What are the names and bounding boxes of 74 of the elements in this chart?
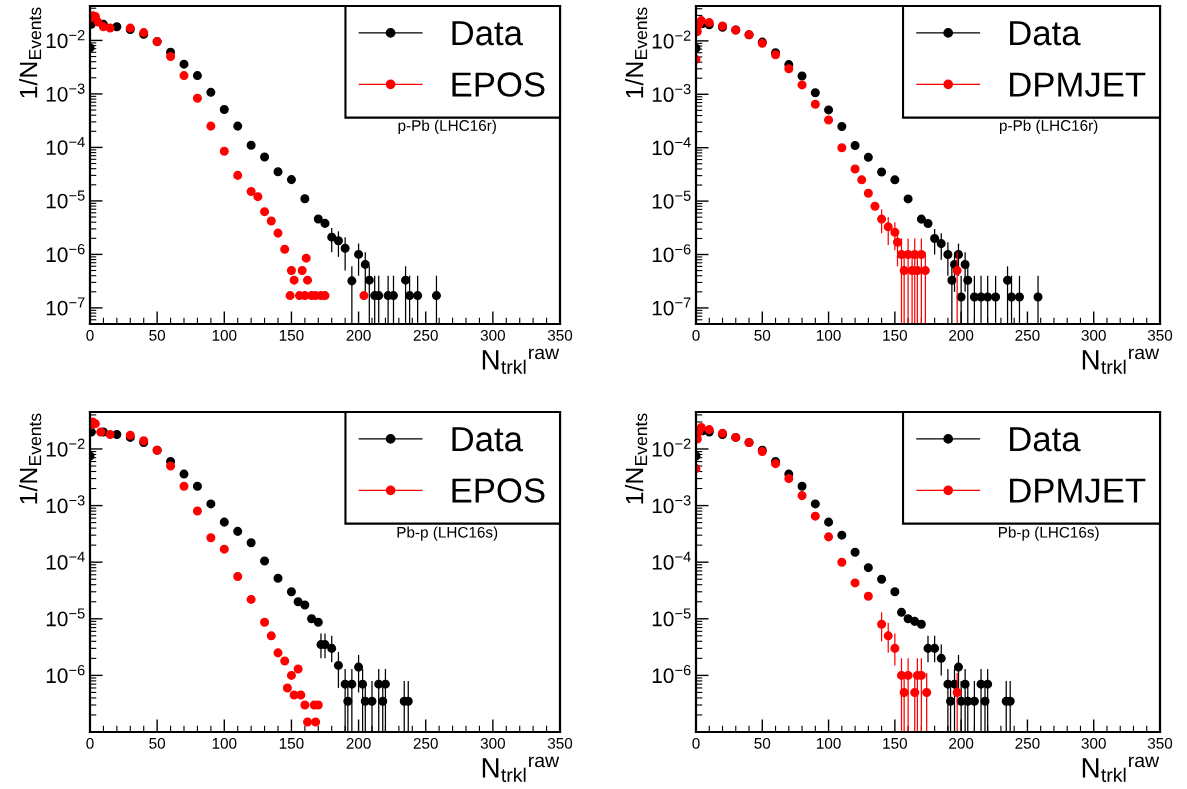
y-tick-label: 10$^{−3}$ — [46, 83, 85, 102]
x-tick-label: 250 — [413, 329, 438, 341]
y-axis-title: 1/N$_{Events}$ — [18, 7, 42, 98]
x-tick-label: 250 — [1015, 329, 1040, 341]
x-tick-label: 300 — [480, 329, 506, 341]
x-tick-label: 350 — [1147, 329, 1173, 341]
x-tick-label: 200 — [346, 329, 371, 341]
y-tick-label: 10$^{−2}$ — [46, 438, 85, 457]
legend-label: Data — [452, 427, 523, 452]
x-tick-label: 50 — [754, 329, 771, 341]
x-tick-label: 350 — [547, 737, 573, 749]
y-tick-label: 10$^{−2}$ — [652, 438, 691, 457]
x-tick-label: 350 — [1147, 737, 1173, 749]
x-axis-title: N$_{trkl}$$^{raw}$ — [482, 348, 560, 374]
x-tick-label: 100 — [212, 737, 237, 749]
x-axis-title: N$_{trkl}$$^{raw}$ — [1082, 756, 1160, 782]
x-tick-label: 200 — [949, 329, 974, 341]
legend-label: DPMJET — [1010, 478, 1146, 503]
x-axis-title: N$_{trkl}$$^{raw}$ — [1082, 348, 1160, 374]
y-tick-label: 10$^{−4}$ — [652, 137, 691, 156]
y-tick-label: 10$^{−3}$ — [652, 495, 691, 514]
annotation: Pb-p (LHC16s) — [397, 526, 498, 541]
y-tick-label: 10$^{−7}$ — [46, 297, 85, 316]
x-tick-label: 0 — [86, 329, 94, 341]
x-tick-label: 0 — [692, 737, 700, 749]
x-tick-label: 100 — [816, 737, 841, 749]
x-tick-label: 200 — [346, 737, 371, 749]
y-tick-label: 10$^{−3}$ — [46, 495, 85, 514]
y-tick-label: 10$^{−4}$ — [46, 137, 85, 155]
y-tick-label: 10$^{−5}$ — [652, 608, 691, 627]
y-axis-title: 1/N$_{Events}$ — [624, 413, 648, 504]
x-tick-label: 250 — [413, 737, 438, 749]
x-tick-label: 150 — [279, 737, 304, 749]
y-tick-label: 10$^{−6}$ — [652, 665, 691, 684]
y-tick-label: 10$^{−5}$ — [46, 608, 85, 627]
legend-label: Data — [1010, 21, 1081, 46]
x-tick-label: 250 — [1015, 737, 1040, 749]
y-tick-label: 10$^{−2}$ — [652, 30, 691, 49]
y-tick-label: 10$^{−6}$ — [46, 665, 85, 684]
legend-label: DPMJET — [1010, 72, 1146, 97]
x-tick-label: 100 — [212, 329, 237, 341]
legend-label: EPOS — [452, 72, 545, 97]
y-tick-label: 10$^{−4}$ — [652, 551, 691, 570]
x-tick-label: 50 — [149, 737, 166, 749]
y-tick-label: 10$^{−6}$ — [46, 244, 85, 263]
y-tick-label: 10$^{−7}$ — [652, 297, 691, 316]
annotation: Pb-p (LHC16s) — [998, 526, 1099, 541]
x-tick-label: 100 — [816, 329, 841, 341]
y-axis-title: 1/N$_{Events}$ — [18, 413, 42, 504]
y-tick-label: 10$^{−5}$ — [652, 190, 691, 209]
y-axis-title: 1/N$_{Events}$ — [624, 7, 648, 98]
x-tick-label: 150 — [883, 329, 908, 341]
x-tick-label: 300 — [1081, 329, 1106, 341]
y-tick-label: 10$^{−3}$ — [652, 83, 691, 103]
y-tick-label: 10$^{−5}$ — [46, 190, 85, 209]
x-tick-label: 350 — [547, 329, 573, 341]
legend-label: Data — [452, 21, 523, 46]
x-tick-label: 0 — [692, 329, 700, 341]
annotation: p-Pb (LHC16r) — [398, 119, 496, 134]
y-tick-label: 10$^{−6}$ — [652, 244, 691, 263]
x-tick-label: 200 — [949, 737, 974, 749]
annotation: p-Pb (LHC16r) — [999, 119, 1098, 134]
x-tick-label: 300 — [480, 737, 506, 749]
x-tick-label: 50 — [149, 329, 166, 341]
x-tick-label: 0 — [86, 737, 94, 749]
x-tick-label: 50 — [754, 737, 771, 749]
x-tick-label: 300 — [1081, 737, 1106, 749]
x-axis-title: N$_{trkl}$$^{raw}$ — [482, 756, 560, 782]
y-tick-label: 10$^{−2}$ — [46, 30, 85, 49]
x-tick-label: 150 — [883, 737, 908, 749]
y-tick-label: 10$^{−4}$ — [46, 551, 85, 570]
x-tick-label: 150 — [279, 329, 304, 341]
legend-label: EPOS — [452, 478, 545, 503]
legend-label: Data — [1010, 427, 1081, 452]
